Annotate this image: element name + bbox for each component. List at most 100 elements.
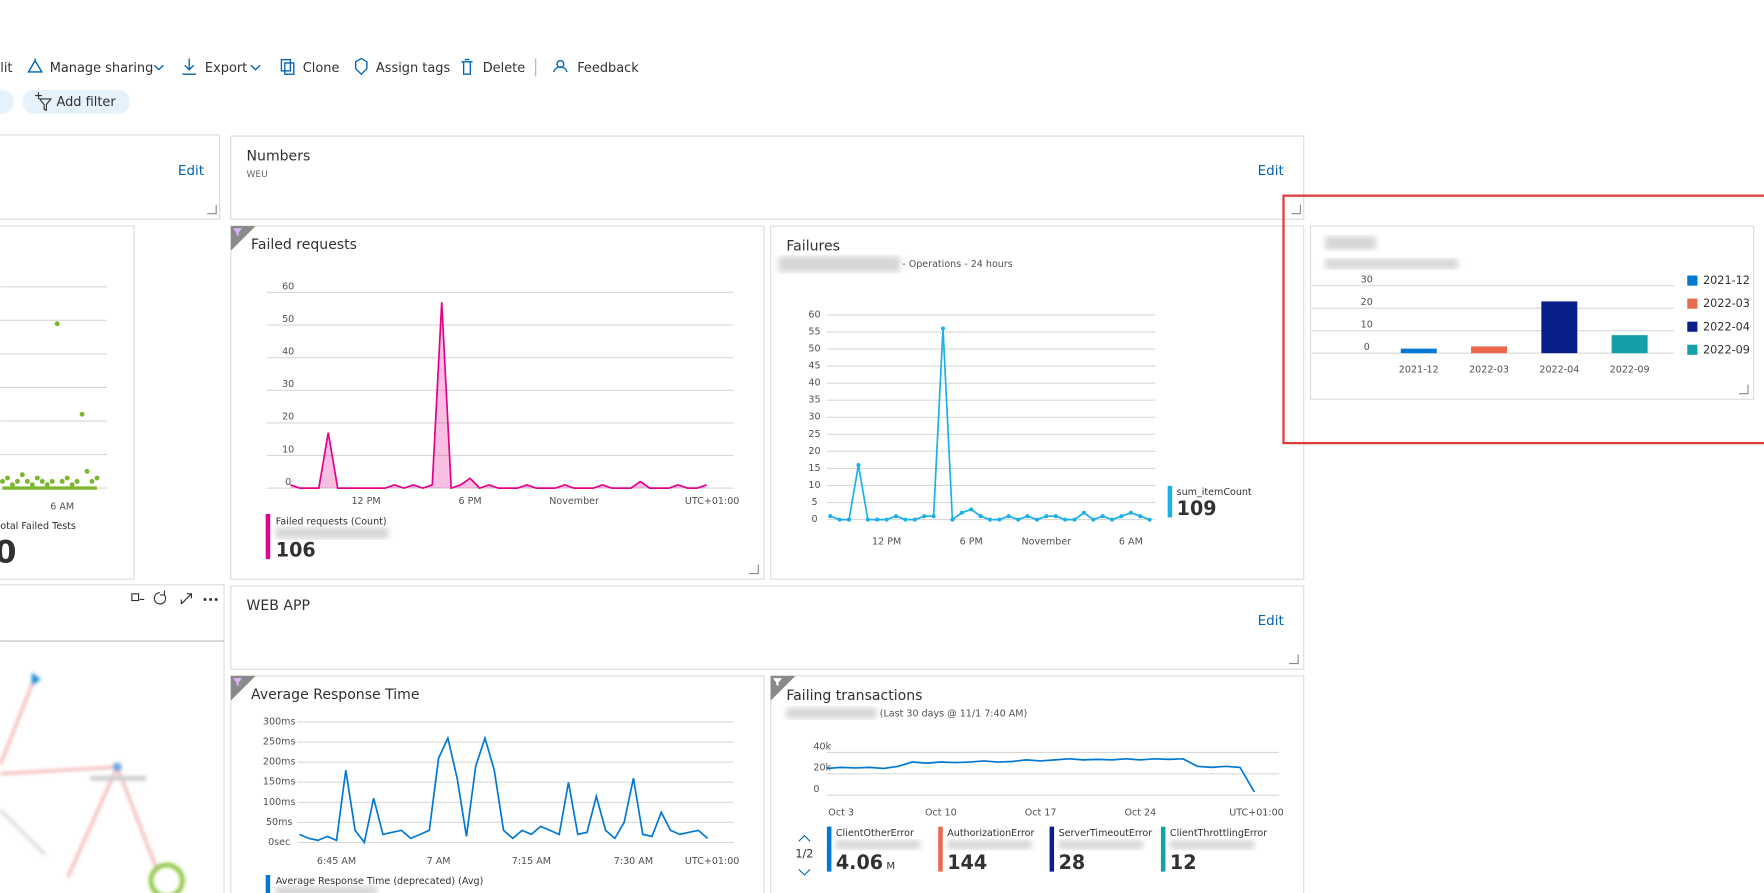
redacted <box>947 840 1032 850</box>
x-tick-label: 7 AM <box>427 856 451 867</box>
y-tick-label: 20 <box>1361 297 1373 308</box>
legend-label: otal Failed Tests <box>0 521 76 532</box>
marker <box>978 514 983 519</box>
legend-swatch <box>265 513 271 559</box>
point <box>49 478 55 484</box>
redacted <box>275 886 378 893</box>
y-tick-label: 30 <box>1361 275 1373 286</box>
timezone: UTC+01:00 <box>685 496 739 507</box>
x-tick-label: Oct 10 <box>925 808 957 819</box>
chart-title: Failures <box>786 238 840 254</box>
legend-swatch <box>1049 826 1055 872</box>
y-tick-label: 20 <box>282 412 294 423</box>
x-tick-label: 6 PM <box>960 537 983 548</box>
marker <box>1025 514 1030 519</box>
point <box>24 478 30 484</box>
redacted <box>786 707 877 719</box>
total-value: 106 <box>276 539 316 562</box>
share-icon <box>27 58 44 73</box>
tile <box>1309 225 1755 400</box>
toolbar-item[interactable]: Delete <box>483 61 526 76</box>
toolbar-item[interactable]: Export <box>205 61 247 76</box>
marker <box>894 514 899 519</box>
marker <box>875 517 880 522</box>
x-tick-label: 6 AM <box>50 502 74 513</box>
tile-subtitle: WEU <box>247 170 268 180</box>
point <box>79 411 85 417</box>
legend-label: 2021-12 <box>1703 274 1750 287</box>
redacted <box>275 527 389 539</box>
point <box>84 468 90 474</box>
marker <box>1110 517 1115 522</box>
filter-pill[interactable] <box>0 89 14 114</box>
tile-title: Numbers <box>247 148 311 164</box>
tile <box>0 225 135 580</box>
marker <box>1081 510 1086 515</box>
add-filter-label[interactable]: Add filter <box>56 95 116 110</box>
x-tick-label: 12 PM <box>351 496 380 507</box>
edit-link[interactable]: Edit <box>178 163 204 179</box>
y-tick-label: 50ms <box>266 817 292 828</box>
y-tick-label: 30 <box>808 412 820 423</box>
legend-swatch <box>938 826 943 872</box>
legend-unit: M <box>886 861 895 872</box>
x-tick-label: 6:45 AM <box>317 856 356 867</box>
point <box>54 321 60 327</box>
feedback-icon <box>552 60 568 73</box>
toolbar-item[interactable]: Assign tags <box>376 61 451 76</box>
legend-label: AuthorizationError <box>947 828 1034 839</box>
x-tick-label: 12 PM <box>872 537 901 548</box>
y-tick-label: 150ms <box>263 777 296 788</box>
legend-swatch <box>1687 275 1698 286</box>
marker <box>865 517 870 522</box>
point <box>59 478 65 484</box>
toolbar-item[interactable]: Clone <box>303 61 340 76</box>
legend-swatch <box>1687 321 1698 332</box>
y-tick-label: 0 <box>811 514 817 525</box>
legend-label: ServerTimeoutError <box>1059 828 1153 839</box>
tag-icon <box>354 57 368 76</box>
legend-total: 28 <box>1059 851 1086 874</box>
toolbar-item[interactable]: Feedback <box>577 61 639 76</box>
tile <box>230 585 1305 670</box>
y-tick-label: 0sec <box>268 837 290 848</box>
y-tick-label: 35 <box>808 395 820 406</box>
toolbar-item[interactable]: Manage sharing <box>50 61 154 76</box>
marker <box>1034 517 1039 522</box>
pager-arrows[interactable] <box>798 834 811 876</box>
legend-label: 2022-03 <box>1703 297 1750 310</box>
point <box>9 482 15 488</box>
toolbar-item[interactable]: lit <box>0 61 12 76</box>
marker <box>884 517 889 522</box>
marker <box>847 517 852 522</box>
legend-label: 2022-09 <box>1703 343 1750 356</box>
chart-title: Failed requests <box>251 237 357 253</box>
edit-link[interactable]: Edit <box>1258 613 1284 629</box>
y-tick-label: 10 <box>808 480 820 491</box>
marker <box>903 517 908 522</box>
point <box>14 478 20 484</box>
add-filter-button[interactable] <box>22 89 130 114</box>
x-tick-label: 2022-09 <box>1610 365 1650 376</box>
y-tick-label: 50 <box>282 314 294 325</box>
x-tick-label: 7:15 AM <box>512 856 551 867</box>
y-tick-label: 250ms <box>263 737 296 748</box>
x-tick-label: Oct 24 <box>1124 808 1156 819</box>
export-icon <box>182 58 196 75</box>
legend-total: 12 <box>1170 851 1197 874</box>
marker <box>1147 517 1152 522</box>
marker <box>1016 517 1021 522</box>
y-tick-label: 50 <box>808 344 820 355</box>
legend-swatch <box>265 875 271 893</box>
tile <box>230 135 1305 220</box>
y-tick-label: 15 <box>808 463 820 474</box>
tile <box>0 584 225 893</box>
y-tick-label: 0 <box>813 784 819 795</box>
legend-swatch <box>826 826 832 872</box>
redacted <box>1058 840 1143 850</box>
edit-link[interactable]: Edit <box>1258 163 1284 179</box>
y-tick-label: 100ms <box>263 797 296 808</box>
map-toolbar[interactable] <box>131 590 218 605</box>
marker <box>837 517 842 522</box>
total-value: 0 <box>0 534 17 570</box>
